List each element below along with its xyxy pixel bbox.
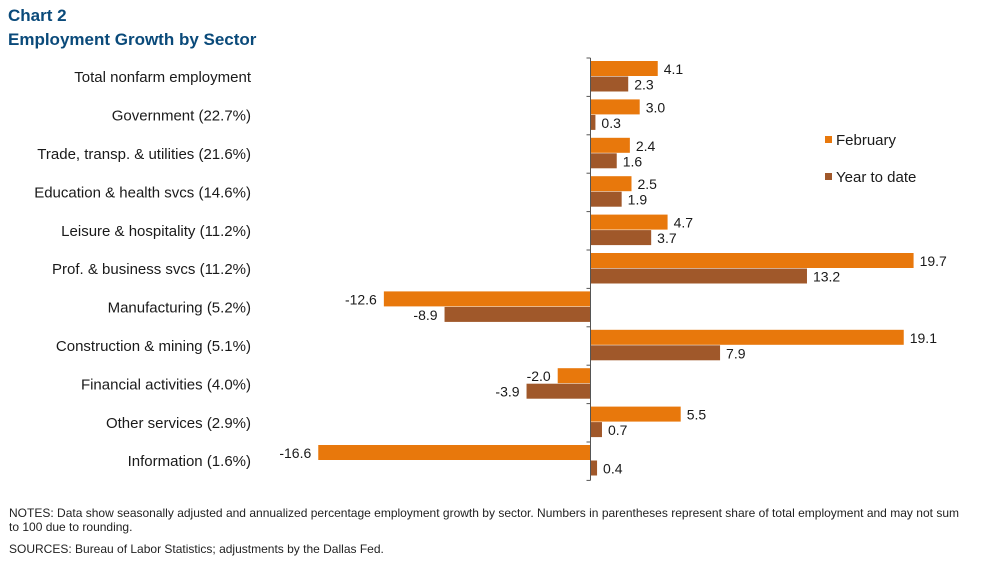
bar-year-to-date — [444, 306, 591, 322]
legend-swatch — [825, 136, 832, 143]
legend-label: February — [836, 132, 897, 149]
data-label: -12.6 — [345, 291, 377, 307]
category-label: Financial activities (4.0%) — [81, 376, 251, 393]
bar-year-to-date — [590, 153, 617, 169]
data-label: -2.0 — [527, 368, 551, 384]
data-label: 4.1 — [664, 61, 684, 77]
bar-year-to-date — [590, 268, 807, 284]
data-label: 1.6 — [623, 153, 643, 169]
data-label: 0.4 — [603, 461, 623, 477]
bar-year-to-date — [590, 191, 622, 207]
data-label: 2.3 — [634, 77, 654, 93]
data-label: -16.6 — [279, 445, 311, 461]
chart-notes: NOTES: Data show seasonally adjusted and… — [9, 506, 959, 534]
data-label: 7.9 — [726, 345, 746, 361]
bar-year-to-date — [590, 345, 721, 361]
data-label: -8.9 — [413, 307, 437, 323]
data-label: 2.4 — [636, 138, 656, 154]
bar-february — [590, 406, 681, 422]
category-label: Education & health svcs (14.6%) — [34, 184, 251, 201]
data-label: 13.2 — [813, 269, 840, 285]
category-label: Manufacturing (5.2%) — [108, 300, 251, 317]
data-label: 0.7 — [608, 422, 628, 438]
category-label: Construction & mining (5.1%) — [56, 338, 251, 355]
chart-title: Employment Growth by Sector — [8, 30, 257, 49]
bar-february — [590, 253, 914, 268]
bar-year-to-date — [590, 460, 598, 476]
bar-february — [590, 137, 630, 153]
bar-february — [318, 445, 591, 460]
category-label: Government (22.7%) — [112, 108, 251, 125]
category-label: Other services (2.9%) — [106, 415, 251, 432]
category-label: Trade, transp. & utilities (21.6%) — [37, 146, 251, 163]
bar-february — [557, 368, 591, 384]
bar-year-to-date — [590, 76, 629, 92]
data-label: 3.0 — [646, 99, 666, 115]
chart-sources: SOURCES: Bureau of Labor Statistics; adj… — [9, 542, 384, 556]
data-label: -3.9 — [495, 384, 519, 400]
bar-february — [590, 214, 668, 230]
bar-february — [590, 176, 632, 192]
category-label: Prof. & business svcs (11.2%) — [52, 261, 251, 278]
data-label: 19.7 — [920, 253, 947, 269]
bar-year-to-date — [590, 230, 652, 246]
data-label: 19.1 — [910, 330, 937, 346]
chart-number: Chart 2 — [8, 6, 67, 25]
bar-year-to-date — [590, 422, 602, 438]
data-label: 4.7 — [674, 215, 694, 231]
bar-february — [383, 291, 591, 307]
data-label: 1.9 — [628, 192, 648, 208]
category-label: Total nonfarm employment — [74, 69, 252, 86]
bar-year-to-date — [590, 114, 596, 130]
bar-chart: Total nonfarm employment 4.1 2.3 Government… — [34, 57, 947, 481]
bar-february — [590, 61, 658, 76]
data-label: 5.5 — [687, 407, 707, 423]
category-label: Information (1.6%) — [128, 453, 251, 470]
legend-label: Year to date — [836, 169, 916, 186]
data-label: 3.7 — [657, 230, 677, 246]
category-label: Leisure & hospitality (11.2%) — [61, 223, 251, 240]
bar-february — [590, 329, 904, 345]
bar-year-to-date — [526, 383, 591, 399]
legend-swatch — [825, 173, 832, 180]
data-label: 0.3 — [601, 115, 621, 131]
data-label: 2.5 — [638, 176, 658, 192]
bar-february — [590, 99, 640, 115]
